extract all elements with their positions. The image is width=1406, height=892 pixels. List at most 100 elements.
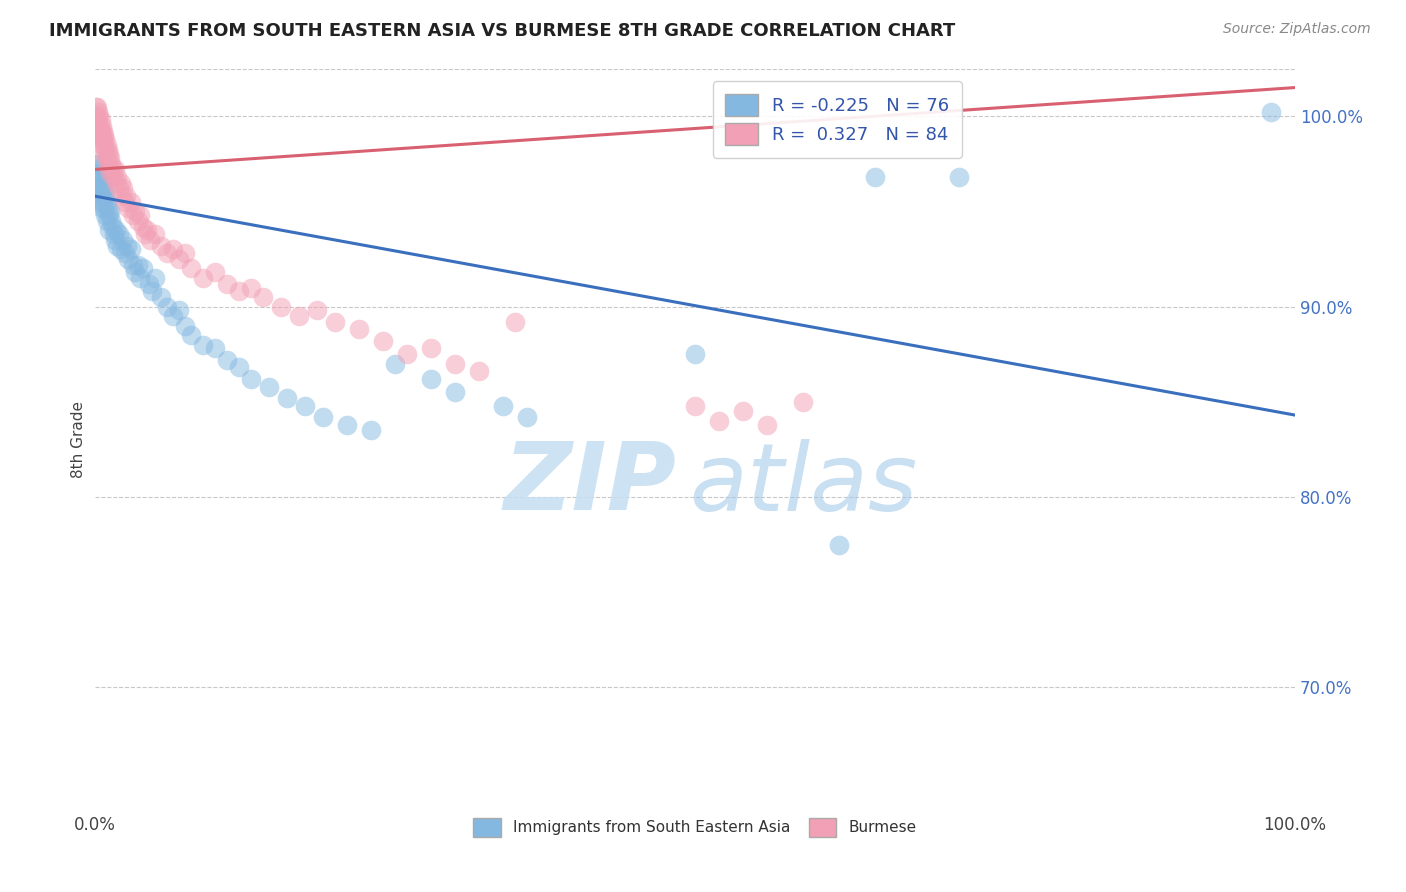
Point	[215, 352, 238, 367]
Point	[94, 189, 117, 203]
Point	[98, 208, 121, 222]
Point	[149, 238, 172, 252]
Point	[143, 227, 166, 242]
Text: atlas: atlas	[689, 439, 917, 530]
Point	[503, 315, 526, 329]
Point	[191, 337, 214, 351]
Point	[467, 364, 489, 378]
Point	[98, 151, 121, 165]
Point	[90, 189, 112, 203]
Point	[294, 399, 316, 413]
Point	[115, 238, 138, 252]
Point	[228, 360, 250, 375]
Point	[86, 170, 108, 185]
Point	[305, 303, 328, 318]
Point	[96, 137, 118, 152]
Point	[124, 265, 146, 279]
Point	[167, 303, 190, 318]
Point	[98, 204, 121, 219]
Point	[110, 243, 132, 257]
Point	[96, 151, 118, 165]
Point	[107, 227, 129, 242]
Point	[98, 223, 121, 237]
Point	[101, 162, 124, 177]
Point	[120, 243, 142, 257]
Point	[87, 186, 110, 200]
Point	[91, 194, 114, 209]
Point	[162, 309, 184, 323]
Point	[90, 194, 112, 209]
Point	[104, 233, 127, 247]
Point	[336, 417, 359, 432]
Point	[948, 170, 970, 185]
Point	[129, 271, 152, 285]
Point	[90, 186, 112, 200]
Point	[173, 318, 195, 333]
Point	[114, 246, 136, 260]
Point	[1260, 105, 1282, 120]
Point	[443, 385, 465, 400]
Point	[683, 347, 706, 361]
Point	[492, 399, 515, 413]
Point	[683, 399, 706, 413]
Point	[127, 258, 149, 272]
Point	[94, 208, 117, 222]
Point	[131, 261, 153, 276]
Point	[103, 170, 125, 185]
Point	[90, 176, 112, 190]
Point	[105, 223, 128, 237]
Point	[93, 147, 115, 161]
Point	[90, 170, 112, 185]
Text: Source: ZipAtlas.com: Source: ZipAtlas.com	[1223, 22, 1371, 37]
Legend: Immigrants from South Eastern Asia, Burmese: Immigrants from South Eastern Asia, Burm…	[465, 811, 924, 845]
Point	[239, 372, 262, 386]
Point	[384, 357, 406, 371]
Point	[89, 166, 111, 180]
Point	[516, 409, 538, 424]
Point	[97, 201, 120, 215]
Point	[129, 208, 152, 222]
Point	[252, 290, 274, 304]
Point	[122, 258, 145, 272]
Point	[91, 124, 114, 138]
Point	[98, 162, 121, 177]
Point	[141, 285, 163, 299]
Point	[89, 128, 111, 143]
Point	[105, 176, 128, 190]
Point	[105, 170, 128, 185]
Point	[112, 233, 135, 247]
Point	[111, 189, 134, 203]
Point	[86, 100, 108, 114]
Point	[149, 290, 172, 304]
Point	[90, 119, 112, 133]
Point	[180, 328, 202, 343]
Point	[100, 157, 122, 171]
Point	[155, 246, 177, 260]
Point	[792, 394, 814, 409]
Point	[94, 132, 117, 146]
Point	[134, 227, 156, 242]
Point	[86, 162, 108, 177]
Text: IMMIGRANTS FROM SOUTH EASTERN ASIA VS BURMESE 8TH GRADE CORRELATION CHART: IMMIGRANTS FROM SOUTH EASTERN ASIA VS BU…	[49, 22, 956, 40]
Point	[103, 227, 125, 242]
Point	[419, 372, 441, 386]
Point	[347, 322, 370, 336]
Point	[89, 119, 111, 133]
Point	[127, 214, 149, 228]
Point	[138, 277, 160, 291]
Point	[323, 315, 346, 329]
Point	[89, 109, 111, 123]
Y-axis label: 8th Grade: 8th Grade	[72, 401, 86, 478]
Point	[122, 208, 145, 222]
Text: ZIP: ZIP	[503, 438, 676, 531]
Point	[110, 176, 132, 190]
Point	[117, 201, 139, 215]
Point	[311, 409, 333, 424]
Point	[87, 124, 110, 138]
Point	[360, 423, 382, 437]
Point	[112, 181, 135, 195]
Point	[86, 119, 108, 133]
Point	[87, 112, 110, 127]
Point	[98, 166, 121, 180]
Point	[257, 379, 280, 393]
